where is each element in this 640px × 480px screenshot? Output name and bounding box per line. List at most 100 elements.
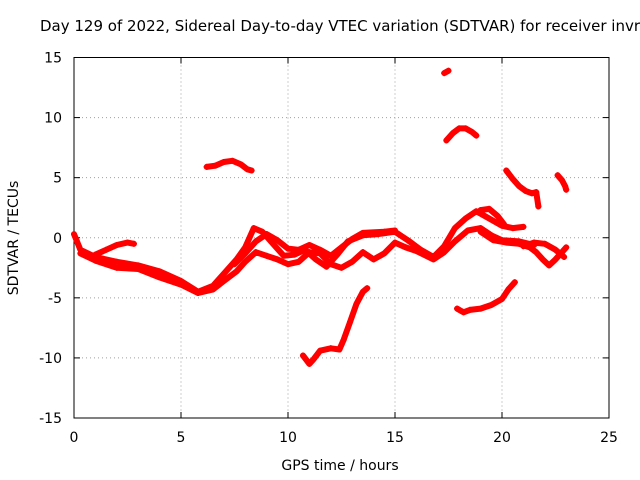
data-point [327,252,334,259]
data-point [392,227,398,234]
data-point [274,256,281,263]
data-point [248,167,255,174]
x-tick-label: 10 [279,430,297,446]
data-point [210,286,217,293]
series-trace [454,279,518,316]
data-point [516,183,523,190]
data-point [156,274,163,281]
y-tick-label: 0 [53,231,62,247]
data-point [244,166,251,173]
series-band-f [520,239,568,260]
data-point [503,167,510,174]
series-mid-points-20h [477,205,508,228]
data-point [464,227,471,234]
series-main-band-b [77,225,538,297]
data-point [562,183,569,190]
data-point [295,258,302,265]
data-point [77,250,84,257]
data-point [505,286,512,293]
data-point [299,352,306,359]
data-point [364,285,371,292]
data-point [242,250,249,257]
data-point [477,305,484,312]
data-point [349,258,356,265]
tick-marks [73,57,610,419]
data-point [113,241,120,248]
y-tick-labels: -15 -10 -5 0 5 10 15 [39,51,62,428]
y-tick-label: 15 [44,51,62,67]
data-point [535,203,542,210]
series-trace [300,285,371,367]
data-point [456,125,463,132]
x-axis-label: GPS time / hours [281,458,398,474]
series-track-22-23h [554,172,570,193]
data-point [520,243,527,250]
data-point [306,249,313,256]
data-point [501,221,508,228]
data-point [103,246,110,253]
data-point [539,256,546,263]
data-point [285,245,291,252]
data-point [490,237,497,244]
data-point [499,296,505,303]
data-point [359,249,366,256]
series-main-band-d [231,227,398,268]
series-low-track-18-20h [454,279,518,316]
series-rising-track-20h [503,167,542,210]
data-point [563,244,570,251]
data-point [533,249,540,256]
data-point [237,161,244,168]
data-point [454,305,461,312]
data-point [135,265,142,272]
x-tick-label: 25 [600,430,618,446]
data-point [477,228,484,235]
data-point [250,225,257,232]
data-point [445,67,452,74]
data-point [242,258,249,265]
data-point [509,175,516,182]
y-tick-label: -15 [39,411,62,427]
series-upper-arc-17-18h [443,125,480,144]
data-point [469,129,476,136]
data-point [460,309,467,316]
data-point [441,70,448,77]
data-point [381,228,388,235]
data-point [381,250,388,257]
data-point [503,239,510,246]
data-point [233,268,240,275]
data-point [130,240,137,247]
data-point [231,261,238,268]
data-point [494,213,501,220]
data-point [310,356,317,363]
data-point [561,253,568,260]
data-point [220,278,227,285]
data-point [404,237,411,244]
y-tick-label: 5 [53,171,62,187]
data-point [203,163,210,170]
series-top-points-17h [441,67,452,77]
data-point [327,345,334,352]
data-series [71,67,570,367]
data-point [451,238,458,245]
data-point [220,270,227,277]
data-point [92,257,99,264]
data-point [71,231,77,238]
data-point [263,231,270,238]
data-point [252,238,259,245]
data-point [229,157,236,164]
data-point [327,261,334,268]
data-point [486,215,493,222]
data-point [295,246,302,253]
data-point [522,187,529,194]
data-point [477,207,484,214]
y-tick-label: 10 [44,111,62,127]
series-trace [477,205,508,228]
data-point [280,252,287,259]
data-point [340,336,347,343]
data-point [291,251,298,258]
data-point [306,241,313,248]
x-tick-label: 15 [386,430,404,446]
data-point [178,281,184,288]
series-trace [77,225,538,296]
data-point [359,288,366,295]
